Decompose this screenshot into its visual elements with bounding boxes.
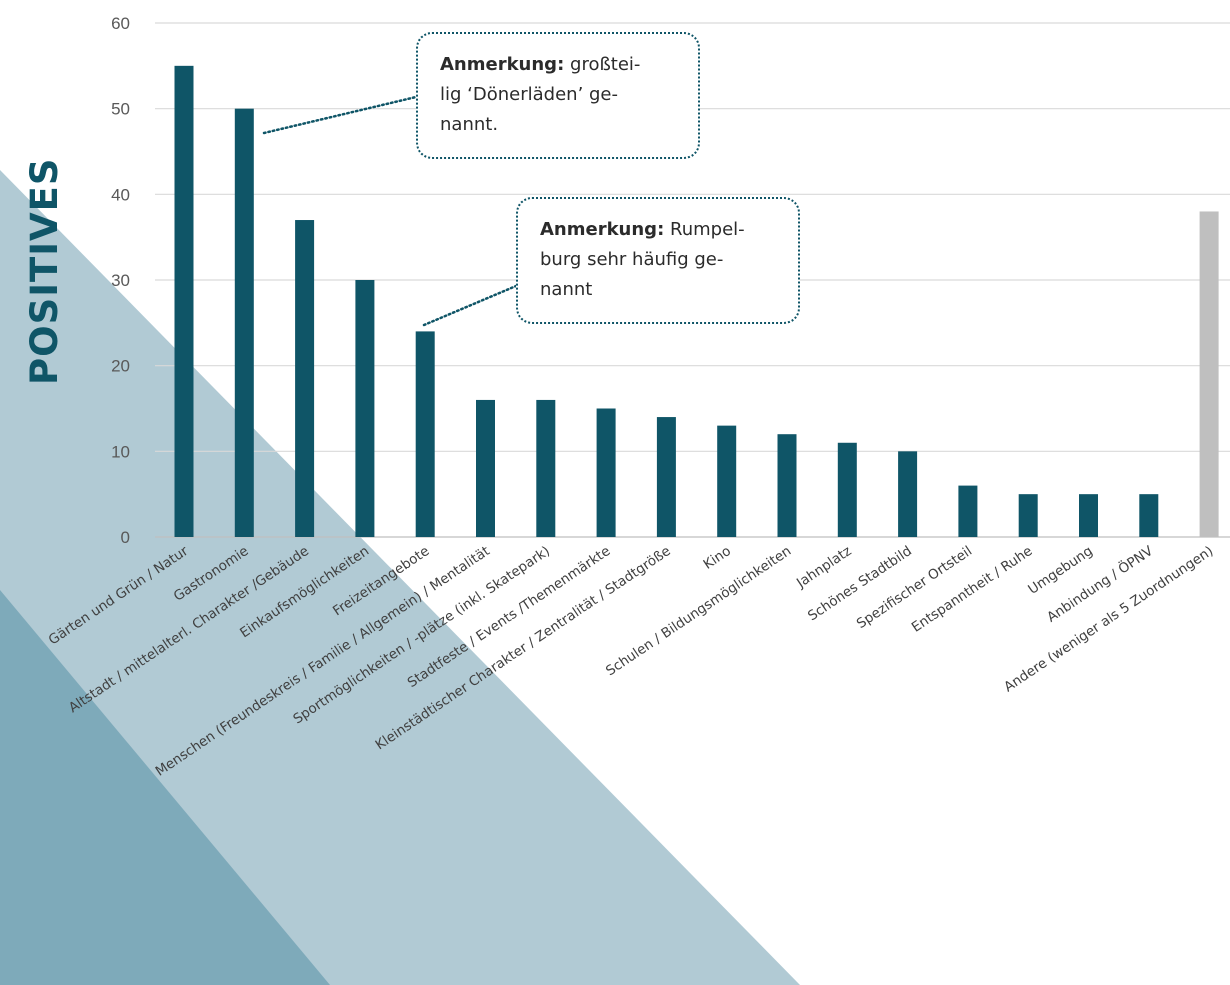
y-tick-label: 0 — [121, 528, 130, 547]
bars — [174, 65, 1219, 538]
bar — [656, 417, 676, 537]
note-1-line-3: nannt. — [440, 114, 499, 135]
annotation-note-freizeit: Anmerkung: Rumpel- burg sehr häufig ge- … — [516, 197, 800, 324]
y-tick-label: 30 — [111, 271, 130, 290]
note-1-lead: Anmerkung: — [440, 54, 565, 75]
y-tick-label: 40 — [111, 185, 130, 204]
annotation-note-gastronomie: Anmerkung: großtei- lig ‘Dönerläden’ ge-… — [416, 32, 700, 159]
bar — [898, 451, 918, 537]
y-tick-label: 10 — [111, 442, 130, 461]
note-1-line-2: lig ‘Dönerläden’ ge- — [440, 84, 619, 105]
bar — [415, 331, 435, 537]
note-2-lead: Anmerkung: — [540, 219, 665, 240]
y-tick-label: 50 — [111, 100, 130, 119]
bar — [1199, 211, 1219, 537]
bar — [536, 399, 556, 537]
note-2-connector — [422, 284, 518, 327]
bar — [717, 425, 737, 537]
bar — [958, 485, 978, 537]
note-2-line-2: burg sehr häufig ge- — [540, 249, 724, 270]
bar — [355, 280, 375, 537]
y-tick-label: 20 — [111, 357, 130, 376]
y-tick-label: 60 — [111, 14, 130, 33]
bar — [777, 434, 797, 537]
note-1-connector — [262, 95, 418, 135]
bar — [1139, 494, 1159, 537]
bar — [596, 408, 616, 537]
y-axis-ticks: 0 10 20 30 40 50 60 — [111, 14, 130, 547]
bar — [174, 65, 194, 537]
bar — [476, 399, 495, 537]
deco-triangle-dark — [0, 590, 470, 985]
note-2-line-1: Rumpel- — [670, 219, 745, 240]
note-2-line-3: nannt — [540, 279, 593, 300]
bar — [295, 220, 315, 538]
deco-triangle-light — [0, 170, 800, 985]
bar — [837, 442, 857, 537]
bar — [1018, 494, 1038, 537]
bar — [1079, 494, 1098, 537]
bar — [234, 108, 254, 538]
note-1-line-1: großtei- — [570, 54, 641, 75]
